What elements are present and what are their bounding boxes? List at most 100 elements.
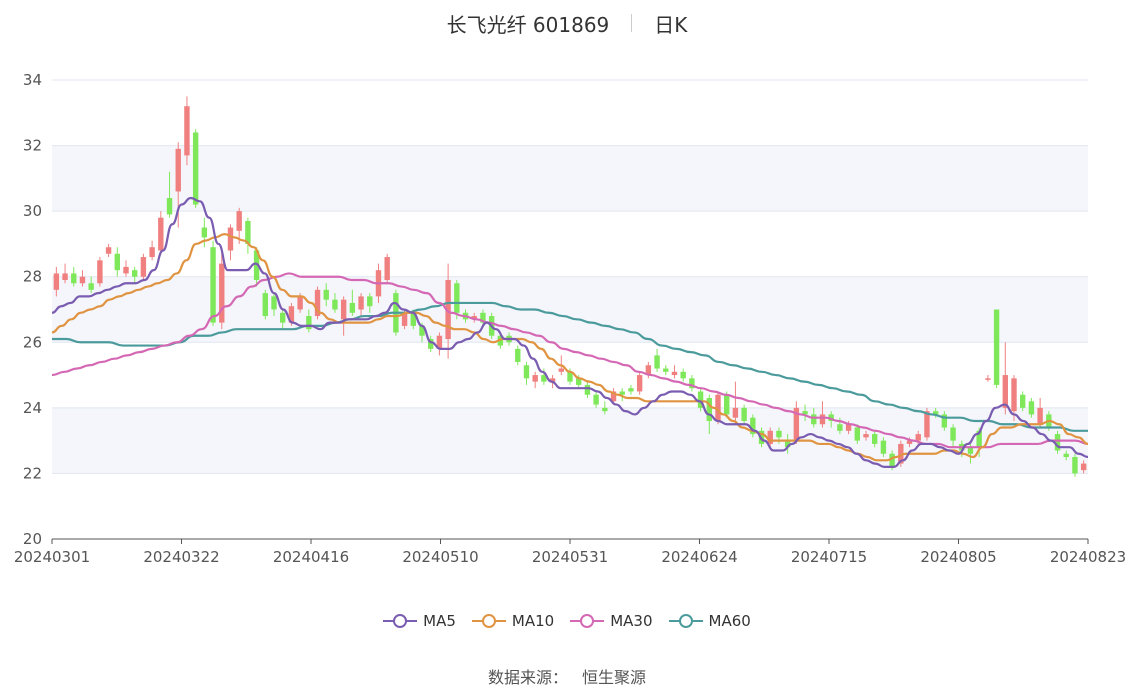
candle-body <box>671 371 678 376</box>
candle-body <box>201 227 208 238</box>
candle-body <box>741 407 747 421</box>
legend-item-ma30[interactable]: MA30 <box>570 612 653 630</box>
candle-body <box>236 211 242 231</box>
legend-label-ma5: MA5 <box>423 612 456 630</box>
grid-band <box>52 407 1088 474</box>
candle-body <box>732 407 739 418</box>
candle-body <box>105 247 112 254</box>
candle-body <box>62 273 68 280</box>
candle-body <box>889 453 895 467</box>
candle-body <box>210 247 216 323</box>
candle-body <box>1011 378 1017 412</box>
y-tick-label: 32 <box>23 137 42 155</box>
candlestick-chart: 20 22 24 26 28 30 32 34 20240301 20240322 20240416… <box>14 71 1126 566</box>
candle-body <box>549 378 556 382</box>
legend-item-ma5[interactable]: MA5 <box>383 612 456 630</box>
candle-body <box>532 375 538 382</box>
candle-body <box>314 289 321 317</box>
candle-body <box>445 279 451 340</box>
candle-body <box>802 411 808 415</box>
y-tick-label: 30 <box>23 202 42 220</box>
candle-body <box>689 378 695 389</box>
candle-body <box>941 414 948 428</box>
candle-body <box>140 257 147 277</box>
candle-body <box>358 296 364 310</box>
candle-body <box>776 430 782 438</box>
candle-body <box>428 339 434 349</box>
x-tick-label: 20240805 <box>920 548 996 566</box>
x-tick-label: 20240531 <box>532 548 608 566</box>
candle-body <box>1063 453 1069 458</box>
source-label: 数据来源： <box>487 668 568 687</box>
candle-body <box>636 375 643 392</box>
candle-body <box>1028 401 1035 415</box>
legend-line-icon <box>383 614 418 628</box>
candle-body <box>88 283 94 290</box>
candle-body <box>123 266 129 274</box>
candle-body <box>454 283 460 313</box>
y-tick-label: 28 <box>23 268 42 286</box>
candle-body <box>784 440 791 448</box>
candle-body <box>410 312 416 326</box>
candle-body <box>79 276 86 284</box>
candle-body <box>149 247 155 258</box>
x-tick-label: 20240715 <box>791 548 867 566</box>
candle-body <box>367 296 373 307</box>
legend-circle <box>678 614 693 628</box>
candle-body <box>654 355 660 369</box>
candle-body <box>645 365 652 376</box>
y-tick-label: 24 <box>23 399 42 417</box>
legend-circle <box>580 614 595 628</box>
candle-body <box>584 384 591 395</box>
ma60-line <box>51 301 1088 432</box>
candle-body <box>1054 434 1061 451</box>
chart-legend: MA5 MA10 MA30 MA60 <box>0 612 1134 630</box>
candle-body <box>593 394 599 405</box>
candle-body <box>132 270 138 277</box>
candle-body <box>793 407 800 441</box>
candle-body <box>915 434 921 441</box>
candle-body <box>166 198 173 215</box>
candle-body <box>262 293 268 317</box>
candle-body <box>384 257 390 280</box>
y-tick-label: 20 <box>23 530 42 548</box>
legend-item-ma60[interactable]: MA60 <box>668 612 751 630</box>
candle-body <box>811 414 817 425</box>
legend-item-ma10[interactable]: MA10 <box>471 612 554 630</box>
legend-line-icon <box>471 614 506 628</box>
candle-body <box>628 388 634 392</box>
candle-body <box>976 430 982 448</box>
candle-body <box>280 312 286 323</box>
candle-body <box>576 378 582 385</box>
title-separator <box>631 14 633 32</box>
legend-circle <box>481 614 496 628</box>
candle-body <box>184 106 190 156</box>
candle-body <box>253 250 260 280</box>
data-source: 数据来源： 恒生聚源 <box>0 664 1134 688</box>
candle-body <box>750 417 756 435</box>
y-tick-label: 22 <box>23 464 42 482</box>
candle-body <box>872 434 878 444</box>
candle-body <box>306 316 312 330</box>
candle-body <box>924 411 930 438</box>
candle-body <box>471 316 477 320</box>
candle-body <box>663 368 669 372</box>
candle-body <box>558 368 564 372</box>
y-tick-label: 34 <box>23 71 42 89</box>
candle-body <box>993 309 1000 385</box>
candle-body <box>819 414 826 425</box>
candle-body <box>219 263 225 323</box>
candle-body <box>1002 375 1008 408</box>
candle-body <box>401 312 408 326</box>
candle-body <box>53 273 60 290</box>
x-tick-label: 20240823 <box>1050 548 1126 566</box>
candle-body <box>1037 407 1043 425</box>
candle-body <box>436 335 443 349</box>
candle-body <box>349 302 356 313</box>
candle-body <box>837 424 843 431</box>
y-tick-label: 26 <box>23 333 42 351</box>
candle-body <box>619 391 625 395</box>
candle-body <box>227 227 234 251</box>
candle-body <box>967 447 974 454</box>
candle-body <box>114 253 120 271</box>
